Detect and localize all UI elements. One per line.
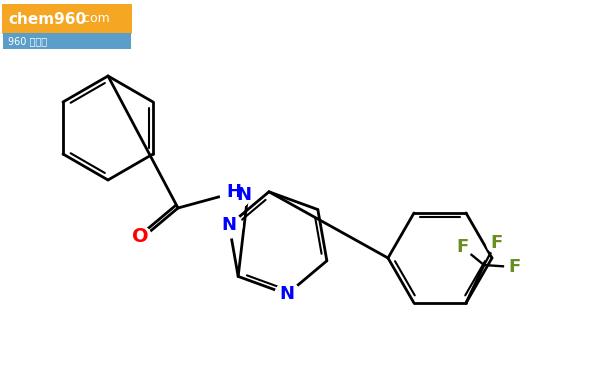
Text: F: F: [490, 234, 502, 252]
Text: F: F: [456, 238, 468, 256]
Text: F: F: [508, 258, 520, 276]
FancyBboxPatch shape: [2, 4, 132, 34]
Text: .com: .com: [80, 12, 111, 26]
Text: H: H: [226, 183, 241, 201]
Text: N: N: [221, 216, 237, 234]
Text: O: O: [132, 228, 148, 246]
FancyBboxPatch shape: [3, 33, 131, 49]
Text: chem960: chem960: [8, 12, 86, 27]
Text: N: N: [237, 186, 252, 204]
Text: N: N: [280, 285, 295, 303]
Text: 960 化工网: 960 化工网: [8, 36, 47, 46]
